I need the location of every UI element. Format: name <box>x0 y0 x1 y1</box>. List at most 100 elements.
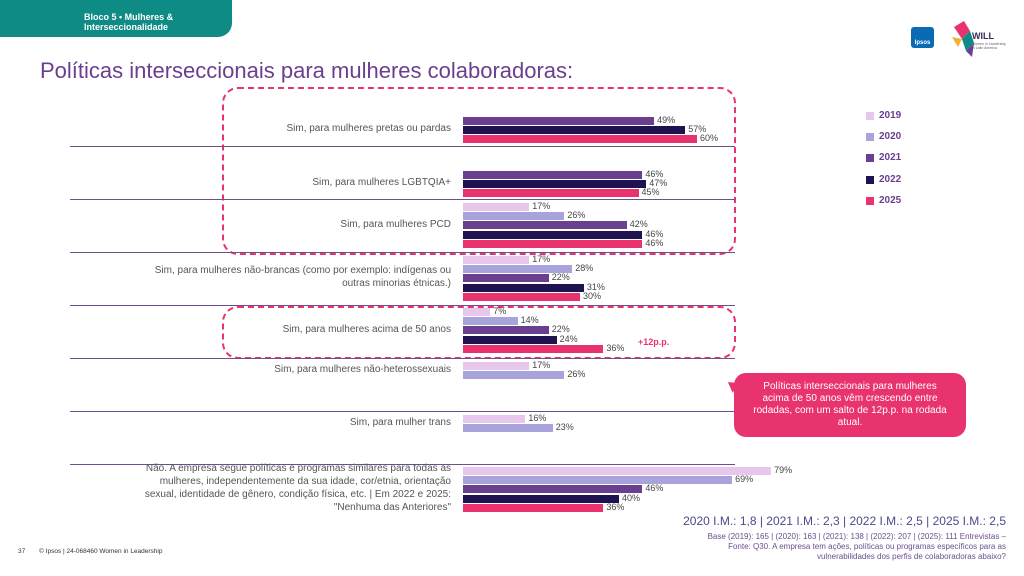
row-separator <box>70 305 735 306</box>
bar-2021 <box>463 326 549 335</box>
bar-2022 <box>463 494 619 503</box>
bar-2021 <box>463 274 549 283</box>
bar-value-label: 22% <box>551 324 570 335</box>
row-separator <box>70 358 735 359</box>
category-label-line: sexual, identidade de gênero, condição f… <box>144 489 451 500</box>
bar-2019 <box>463 203 530 211</box>
bar-2022 <box>463 126 686 135</box>
ipsos-logo: Ipsos <box>911 27 934 48</box>
category-label: Sim, para mulheres não-heterossexuais <box>274 363 451 376</box>
page-number: 37 <box>18 548 26 555</box>
bar-value-label: 60% <box>700 133 719 144</box>
bar-value-label: 47% <box>649 178 668 189</box>
category-label-line: Sim, para mulheres não-brancas (como por… <box>154 265 451 276</box>
callout-box: Políticas interseccionais para mulheres … <box>734 373 966 437</box>
category-label-line: mulheres, independentemente da sua idade… <box>159 476 451 487</box>
bar-value-label: 17% <box>532 201 551 211</box>
page-title: Políticas interseccionais para mulheres … <box>40 58 574 83</box>
bar-value-label: 26% <box>567 369 586 380</box>
bar-value-label: 17% <box>532 360 551 370</box>
base-line-2: Fonte: Q30. A empresa tem ações, polític… <box>728 542 1006 551</box>
category-label: Sim, para mulheres não-brancas (como por… <box>155 264 451 290</box>
im-line: 2020 I.M.: 1,8 | 2021 I.M.: 2,3 | 2022 I… <box>683 514 1006 528</box>
bar-value-label: 79% <box>774 465 793 475</box>
section-tab-line2: Interseccionalidade <box>84 22 169 32</box>
row-separator <box>70 411 735 412</box>
bar-value-label: 17% <box>532 254 551 264</box>
category-label-line: Sim, para mulheres acima de 50 anos <box>282 323 451 335</box>
bar-value-label: 30% <box>583 290 602 301</box>
category-label-line: "Nenhuma das Anteriores" <box>333 502 451 513</box>
bar-value-label: 42% <box>629 219 648 230</box>
row-separator <box>70 199 735 200</box>
footer: 37 © Ipsos | 24-068460 Women in Leadersh… <box>18 548 174 555</box>
will-logo-subtitle: Women in Leadership in Latin America <box>972 42 1006 50</box>
bar-value-label: 46% <box>645 169 664 179</box>
bar-2022 <box>463 283 584 292</box>
bar-value-label: 24% <box>559 333 578 344</box>
category-label-line: Sim, para mulheres pretas ou pardas <box>286 123 451 135</box>
bar-value-label: 31% <box>586 281 605 292</box>
legend-label: 2022 <box>879 174 902 185</box>
bar-2025 <box>463 239 643 248</box>
row-separator <box>70 464 735 465</box>
bar-value-label: 40% <box>622 492 641 503</box>
bar-2019 <box>463 467 772 475</box>
bar-2020 <box>463 317 518 326</box>
category-label: Sim, para mulher trans <box>350 416 451 429</box>
base-line-1: Base (2019): 165 | (2020): 163 | (2021):… <box>707 532 1006 541</box>
bar-2022 <box>463 335 557 344</box>
bar-2025 <box>463 292 580 301</box>
bar-2021 <box>463 221 627 230</box>
legend-swatch <box>866 112 874 120</box>
row-separator <box>70 146 735 147</box>
legend-swatch <box>866 133 874 141</box>
category-label: Sim, para mulheres pretas ou pardas <box>286 122 451 135</box>
row-separator <box>70 252 735 253</box>
bar-2022 <box>463 180 647 189</box>
category-label-line: Sim, para mulheres PCD <box>340 218 451 230</box>
bar-2020 <box>463 476 733 485</box>
category-label-line: Sim, para mulheres não-heterossexuais <box>274 363 451 375</box>
bar-value-label: 46% <box>645 237 664 248</box>
bar-2020 <box>463 265 573 274</box>
category-label: Sim, para mulheres LGBTQIA+ <box>312 176 451 189</box>
bar-value-label: 22% <box>551 272 570 283</box>
legend-swatch <box>866 176 874 184</box>
bar-value-label: 36% <box>606 501 625 512</box>
annotation-12pp: +12p.p. <box>638 337 670 347</box>
bar-2020 <box>463 212 565 221</box>
bar-2019 <box>463 308 491 316</box>
category-label-line: Sim, para mulheres LGBTQIA+ <box>312 177 451 189</box>
bar-2020 <box>463 371 565 380</box>
base-note: Base (2019): 165 | (2020): 163 | (2021):… <box>586 532 1006 562</box>
legend-label: 2021 <box>879 152 902 163</box>
bar-2020 <box>463 424 553 433</box>
legend-label: 2019 <box>879 110 902 121</box>
bar-2019 <box>463 362 530 370</box>
bar-value-label: 28% <box>575 263 594 274</box>
bar-value-label: 23% <box>555 422 574 433</box>
bar-value-label: 36% <box>606 342 625 353</box>
bar-2025 <box>463 189 639 198</box>
bar-value-label: 14% <box>520 315 539 326</box>
legend-label: 2025 <box>879 195 902 206</box>
section-tab: Bloco 5 • Mulheres & Interseccionalidade <box>0 0 232 37</box>
bar-2021 <box>463 171 643 179</box>
bar-2021 <box>463 485 643 494</box>
bar-value-label: 49% <box>657 115 676 125</box>
category-label: Não. A empresa segue políticas e program… <box>145 462 451 514</box>
section-tab-line1: Bloco 5 • Mulheres & <box>84 12 174 22</box>
bar-2019 <box>463 415 526 423</box>
bar-value-label: 26% <box>567 210 586 221</box>
bar-value-label: 57% <box>688 124 707 135</box>
legend-swatch <box>866 197 874 205</box>
callout-text: Políticas interseccionais para mulheres … <box>753 381 947 428</box>
bar-value-label: 46% <box>645 228 664 239</box>
legend-swatch <box>866 154 874 162</box>
bar-value-label: 45% <box>641 187 660 198</box>
category-label-line: outras minorias étnicas.) <box>342 278 451 289</box>
category-label: Sim, para mulheres acima de 50 anos <box>283 323 451 336</box>
bar-value-label: 16% <box>528 413 547 423</box>
bar-value-label: 46% <box>645 483 664 494</box>
